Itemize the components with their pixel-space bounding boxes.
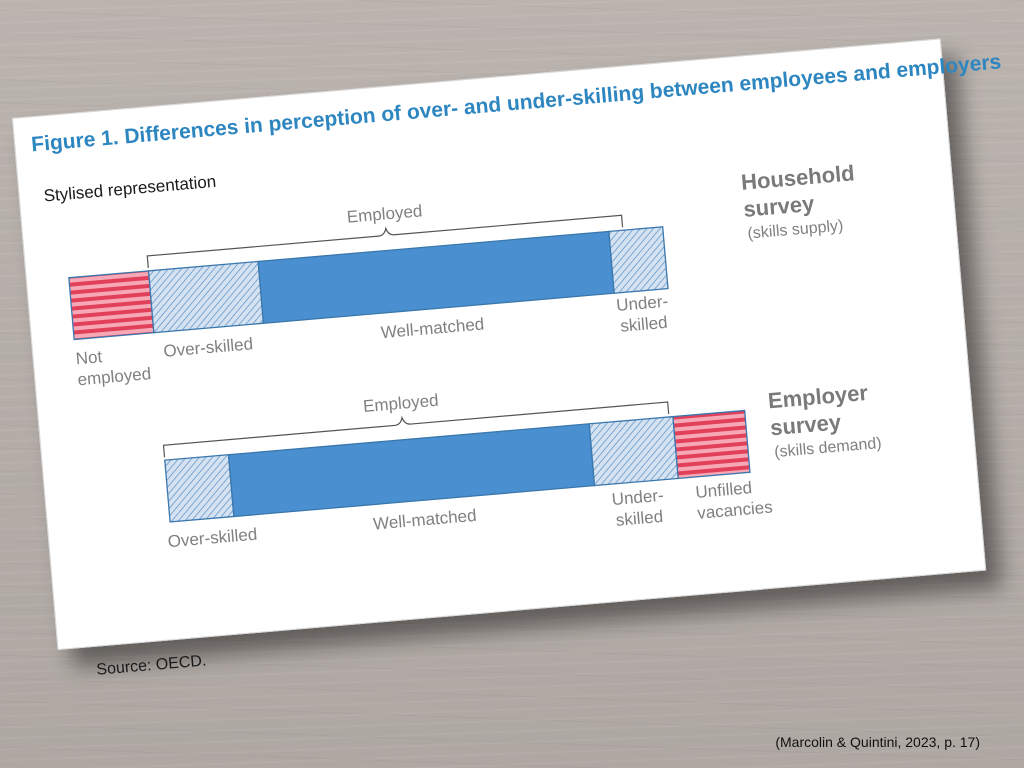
employer-employed-label: Employed [362,391,439,416]
household-over-skilled-label: Over-skilled [163,334,254,361]
employer-survey-subtitle: (skills demand) [774,435,883,461]
household-survey-title-2: survey [742,191,816,222]
employer-survey-title: Employer [767,380,869,414]
employer-well-matched-label: Well-matched [372,506,477,534]
household-survey-group: Employed Not employed Over-skilled Well-… [65,160,868,389]
household-well-matched-label: Well-matched [380,314,485,342]
employer-survey-group: Employed Over-skilled Well-matched Under… [157,353,887,568]
household-under-skilled-label: Under- [615,292,668,315]
household-under-skilled-label-2: skilled [620,313,669,336]
household-survey-title: Household [740,160,855,195]
household-survey-subtitle: (skills supply) [747,217,844,242]
employer-under-skilled-label: Under- [611,486,664,509]
employer-survey-title-2: survey [769,409,843,440]
employer-under-skilled-label-2: skilled [615,507,664,530]
citation: (Marcolin & Quintini, 2023, p. 17) [775,734,980,750]
household-employed-label: Employed [346,201,423,226]
household-over-skilled-segment [149,261,264,332]
household-under-skilled-segment [609,227,668,293]
household-well-matched-segment [258,231,614,323]
employer-unfilled-vacancies-segment [673,410,750,478]
employer-under-skilled-segment [589,417,678,486]
employer-well-matched-segment [229,424,595,517]
employer-over-skilled-label: Over-skilled [167,525,258,552]
figure-card: Figure 1. Differences in perception of o… [12,38,986,650]
employer-unfilled-vacancies-label-2: vacancies [696,497,773,522]
employer-unfilled-vacancies-label: Unfilled [695,478,753,502]
figure-card-wrapper: Figure 1. Differences in perception of o… [12,39,984,648]
skills-diagram: Employed Not employed Over-skilled Well-… [13,39,991,716]
household-not-employed-label-2: employed [77,364,152,389]
employer-over-skilled-segment [165,455,234,522]
household-not-employed-segment [69,271,154,340]
household-not-employed-label: Not [75,347,103,368]
